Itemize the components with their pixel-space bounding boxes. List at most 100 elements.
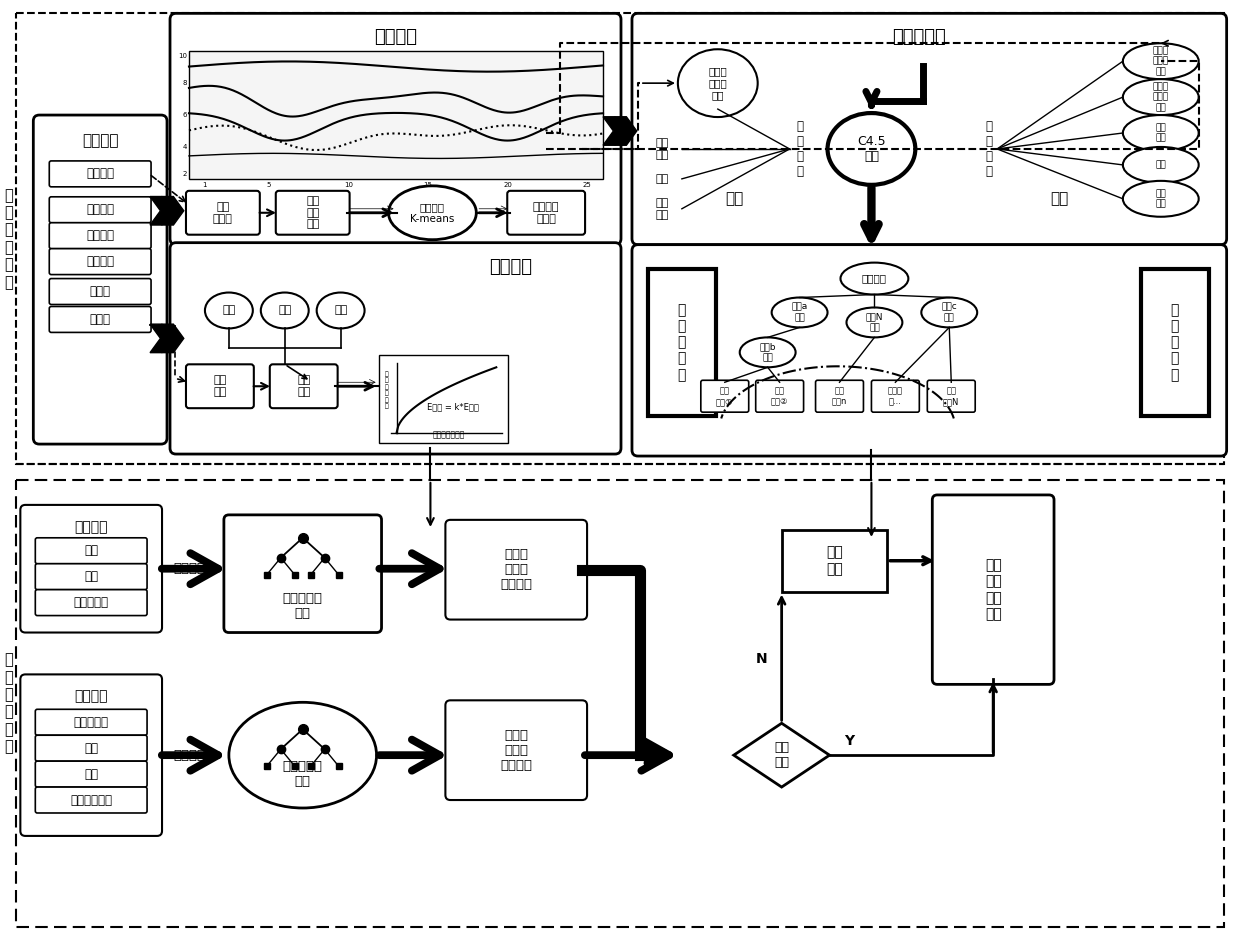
FancyBboxPatch shape [186, 191, 260, 235]
FancyBboxPatch shape [270, 365, 337, 408]
FancyBboxPatch shape [170, 243, 621, 454]
Ellipse shape [1123, 147, 1199, 183]
Text: 下
游
决
策
树: 下 游 决 策 树 [1171, 303, 1179, 382]
Polygon shape [615, 117, 637, 145]
Text: 发电
计划
快速
制定: 发电 计划 快速 制定 [985, 559, 1002, 621]
FancyBboxPatch shape [170, 13, 621, 245]
Ellipse shape [1123, 181, 1199, 217]
FancyBboxPatch shape [928, 381, 975, 413]
FancyBboxPatch shape [20, 505, 162, 632]
Ellipse shape [847, 307, 903, 337]
Text: 历史资料: 历史资料 [82, 134, 118, 149]
Text: 日计划电量: 日计划电量 [73, 596, 109, 609]
Text: 影
响
因
子: 影 响 因 子 [796, 120, 804, 178]
Text: 下游出
力曲线
类型: 下游出 力曲线 类型 [1153, 46, 1169, 76]
Text: 10: 10 [343, 182, 352, 187]
Text: 日期: 日期 [655, 174, 668, 184]
Text: 训
练
历
史
数
据: 训 练 历 史 数 据 [4, 187, 12, 290]
FancyBboxPatch shape [872, 381, 919, 413]
Text: 上游电站决
策树: 上游电站决 策树 [283, 592, 322, 620]
Ellipse shape [740, 337, 796, 367]
Text: 日计划电量: 日计划电量 [73, 716, 109, 729]
Text: 时段出力: 时段出力 [86, 168, 114, 180]
Text: 尾水位: 尾水位 [89, 313, 110, 326]
Text: 输入数据: 输入数据 [172, 562, 205, 576]
Polygon shape [161, 197, 184, 225]
FancyBboxPatch shape [275, 191, 350, 235]
Text: 数据
清洗: 数据 清洗 [213, 376, 227, 397]
Text: 下游: 下游 [1050, 191, 1068, 206]
Polygon shape [734, 723, 830, 788]
Text: 5: 5 [267, 182, 270, 187]
Text: 上游: 上游 [725, 191, 744, 206]
Bar [1141, 268, 1209, 416]
FancyBboxPatch shape [35, 735, 148, 761]
Text: 坝上
水位: 坝上 水位 [1156, 123, 1166, 142]
FancyBboxPatch shape [445, 520, 587, 620]
Text: 影
响
因
子: 影 响 因 子 [986, 120, 993, 178]
FancyBboxPatch shape [445, 700, 587, 800]
FancyBboxPatch shape [35, 590, 148, 615]
FancyBboxPatch shape [632, 245, 1226, 456]
FancyBboxPatch shape [35, 761, 148, 788]
Text: 聚类算法
K-means: 聚类算法 K-means [410, 202, 455, 223]
Ellipse shape [827, 113, 915, 185]
FancyBboxPatch shape [35, 788, 148, 813]
Ellipse shape [260, 293, 309, 329]
FancyBboxPatch shape [186, 365, 254, 408]
Text: 制
定
发
电
计
划: 制 定 发 电 计 划 [4, 652, 12, 755]
Text: 上游出力曲线: 上游出力曲线 [71, 793, 112, 806]
Bar [649, 268, 715, 416]
Text: 出力面
线...: 出力面 线... [888, 386, 903, 406]
Text: 出力
曲线②: 出力 曲线② [771, 386, 789, 406]
Text: 4: 4 [182, 144, 187, 150]
Text: 1: 1 [202, 182, 207, 187]
FancyBboxPatch shape [50, 249, 151, 274]
Text: 统计
拟合: 统计 拟合 [298, 376, 310, 397]
Text: 下游电站决
策树: 下游电站决 策树 [283, 760, 322, 788]
Ellipse shape [841, 263, 909, 295]
Ellipse shape [921, 298, 977, 328]
Text: 电量: 电量 [334, 305, 347, 316]
Text: 上游电站: 上游电站 [74, 520, 108, 534]
Text: C4.5
算法: C4.5 算法 [857, 135, 885, 163]
Text: 输入数据: 输入数据 [172, 749, 205, 762]
Ellipse shape [205, 293, 253, 329]
Text: 发电计划: 发电计划 [862, 273, 887, 284]
Text: 因子b
水位: 因子b 水位 [759, 343, 776, 362]
Text: 流量: 流量 [278, 305, 291, 316]
Text: 10: 10 [179, 54, 187, 59]
Text: 下游电站: 下游电站 [74, 690, 108, 704]
Text: 聚类
特征
向量: 聚类 特征 向量 [306, 196, 320, 229]
Text: N: N [756, 653, 768, 666]
Ellipse shape [678, 49, 758, 117]
Text: 出力
曲线N: 出力 曲线N [944, 386, 960, 406]
Text: 日期: 日期 [84, 544, 98, 558]
FancyBboxPatch shape [755, 381, 804, 413]
FancyBboxPatch shape [816, 381, 863, 413]
Ellipse shape [1123, 115, 1199, 151]
Text: 电量匹配: 电量匹配 [489, 257, 532, 276]
Text: 因子a
电量: 因子a 电量 [791, 302, 807, 322]
FancyBboxPatch shape [50, 279, 151, 304]
Text: 龙头电站日电量: 龙头电站日电量 [433, 430, 465, 439]
Bar [378, 355, 508, 443]
Text: E上游 = k*E下游: E上游 = k*E下游 [428, 402, 480, 412]
Text: 日期: 日期 [1156, 160, 1166, 170]
Bar [16, 480, 1224, 927]
FancyBboxPatch shape [224, 515, 382, 632]
Polygon shape [603, 117, 625, 145]
FancyBboxPatch shape [632, 13, 1226, 245]
FancyBboxPatch shape [50, 306, 151, 333]
Text: 上游出
力曲线
类型: 上游出 力曲线 类型 [1153, 82, 1169, 112]
Ellipse shape [1123, 79, 1199, 115]
Text: 计划
电量: 计划 电量 [1156, 189, 1166, 208]
Ellipse shape [1123, 43, 1199, 79]
Text: Y: Y [844, 734, 854, 748]
Text: 2: 2 [182, 171, 187, 177]
Text: 电
能
分
配
系
数: 电 能 分 配 系 数 [384, 371, 388, 410]
Text: 发电流量: 发电流量 [86, 255, 114, 268]
Text: 20: 20 [503, 182, 512, 187]
FancyBboxPatch shape [50, 161, 151, 187]
Text: 水位: 水位 [84, 570, 98, 583]
